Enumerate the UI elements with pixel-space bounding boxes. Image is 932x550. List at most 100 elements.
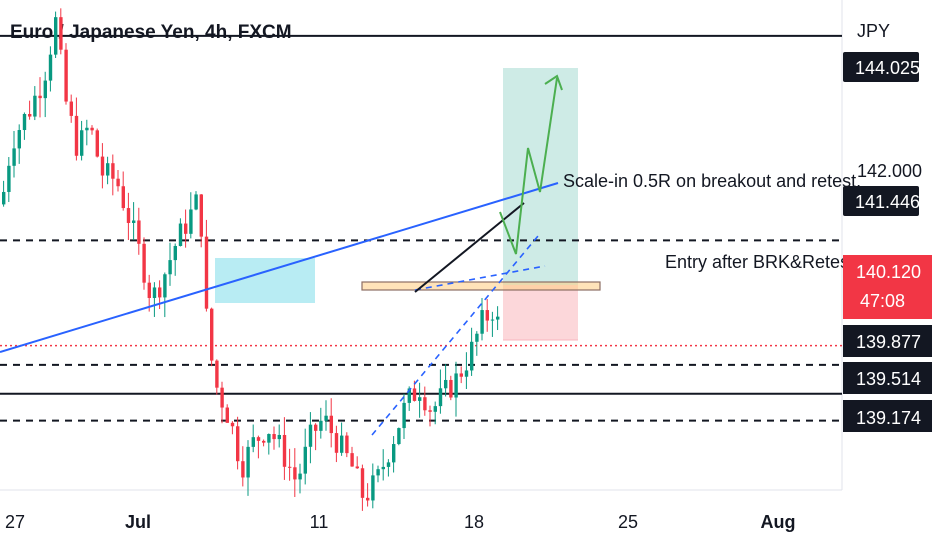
candle-body (95, 130, 99, 157)
candle-body (147, 282, 151, 298)
candle-body (142, 243, 146, 283)
x-axis: 27 Jul 11 18 25 Aug (5, 512, 796, 532)
candle-body (85, 127, 89, 131)
price-tag-144025 (843, 52, 919, 82)
candle-body (168, 260, 172, 275)
candle-body (43, 80, 47, 99)
candle-body (485, 310, 489, 321)
candle-body (360, 468, 365, 498)
entry-annotation: Entry after BRK&Retest (665, 252, 854, 272)
candle-body (449, 379, 453, 398)
candle-body (22, 113, 27, 131)
candle-body (158, 287, 162, 298)
candle-body (64, 49, 68, 102)
candle-body (293, 467, 297, 480)
channel-upper-line (414, 265, 546, 291)
candle-body (470, 341, 474, 371)
candle-body (199, 194, 203, 237)
candle-body (241, 461, 245, 478)
candle-body (251, 437, 255, 447)
candle-body (100, 156, 105, 176)
currency-label: JPY (857, 21, 890, 41)
candle-body (428, 410, 432, 412)
candle-body (215, 360, 219, 388)
candle-body (298, 473, 302, 480)
price-tag-139174 (843, 400, 932, 432)
candle-body (314, 424, 318, 431)
projection-arrowhead (544, 74, 563, 91)
candle-body (490, 319, 495, 321)
candle-body (282, 434, 287, 467)
candle-body (262, 440, 266, 443)
candles (2, 8, 500, 511)
x-tick-label: Jul (125, 512, 151, 532)
candle-body (111, 163, 115, 179)
candle-body (256, 437, 261, 441)
candle-body (433, 406, 437, 412)
svg-text:140.120: 140.120 (856, 262, 921, 282)
candle-body (423, 397, 427, 411)
candle-body (444, 379, 448, 389)
candle-body (236, 426, 240, 462)
candle-body (459, 373, 463, 377)
candle-body (402, 402, 406, 429)
candle-body (126, 208, 131, 223)
candle-body (303, 446, 307, 474)
svg-text:139.514: 139.514 (856, 369, 921, 389)
candle-body (350, 453, 354, 467)
candle-body (438, 388, 443, 407)
candle-body (366, 497, 370, 501)
price-tag-139514 (843, 362, 932, 394)
candle-body (106, 163, 110, 176)
price-axis: JPY 142.000 144.025 141.446 140.120 47:0… (843, 21, 932, 432)
svg-text:139.877: 139.877 (856, 332, 921, 352)
candle-body (210, 308, 214, 361)
price-levels (0, 34, 842, 422)
candle-body (381, 466, 385, 470)
price-tag-139877 (843, 325, 932, 357)
candle-body (220, 387, 224, 408)
candle-body (163, 274, 167, 298)
candle-body (345, 435, 349, 454)
candle-body (74, 115, 79, 156)
candle-body (28, 113, 32, 117)
candle-body (376, 469, 380, 476)
highlight-box (215, 258, 315, 303)
candle-body (386, 462, 391, 467)
candle-body (392, 444, 396, 463)
candle-body (137, 220, 141, 244)
candle-body (54, 17, 58, 55)
candle-body (475, 333, 479, 342)
svg-text:139.174: 139.174 (856, 408, 921, 428)
candle-body (329, 415, 333, 434)
candle-body (225, 407, 229, 423)
candle-body (184, 223, 188, 234)
candle-body (267, 434, 271, 443)
candle-body (324, 415, 328, 421)
candle-body (204, 236, 209, 309)
candle-body (418, 397, 422, 401)
candle-body (69, 101, 73, 116)
candle-body (340, 435, 344, 453)
candle-body (355, 466, 359, 469)
x-tick-label: 27 (5, 512, 25, 532)
candle-body (7, 165, 11, 192)
candle-body (12, 148, 16, 166)
candle-body (132, 220, 136, 223)
svg-text:141.446: 141.446 (855, 192, 920, 212)
candle-body (371, 475, 375, 501)
candle-body (2, 191, 6, 205)
projection-path (499, 77, 558, 255)
candle-body (319, 420, 323, 431)
candle-body (308, 424, 313, 447)
candle-body (152, 287, 157, 298)
candle-body (246, 446, 250, 478)
candle-body (17, 130, 21, 149)
candle-body (288, 466, 292, 468)
candle-body (407, 388, 411, 403)
candle-body (464, 370, 469, 377)
chart-title: Euro / Japanese Yen, 4h, FXCM (10, 22, 292, 43)
breakout-path (414, 202, 525, 293)
target-zone (503, 68, 578, 285)
